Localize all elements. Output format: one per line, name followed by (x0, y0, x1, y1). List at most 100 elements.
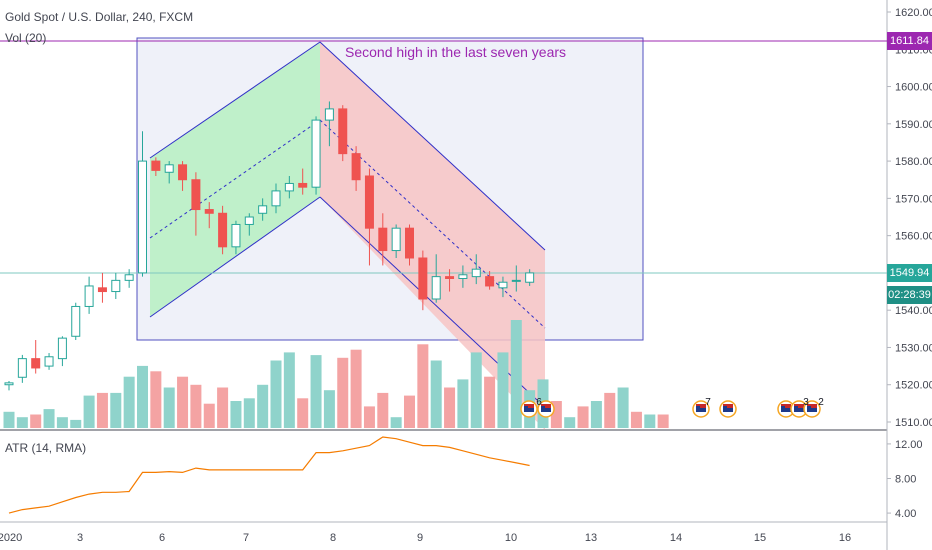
time-axis-label: 6 (159, 532, 165, 544)
event-count-label: 2 (818, 397, 824, 408)
candle-body (138, 160, 147, 274)
candle-body (111, 279, 121, 293)
volume-bar (177, 376, 189, 428)
time-axis-label: 7 (243, 532, 249, 544)
candle-body (218, 212, 228, 248)
volume-bar (190, 384, 202, 428)
volume-bar (550, 401, 562, 428)
volume-bar (630, 411, 642, 428)
volume-bar (217, 387, 229, 428)
candle-body (4, 382, 14, 386)
candle-body (84, 285, 94, 307)
volume-bar (323, 390, 335, 428)
volume-bar (150, 371, 162, 428)
us-flag-event-icon[interactable] (803, 400, 821, 418)
candle-body (471, 268, 481, 278)
price-axis-label: 1520.00 (895, 380, 932, 392)
candle-body (431, 276, 441, 300)
volume-bar (444, 387, 456, 428)
candle-body (244, 216, 254, 225)
candle-body (351, 153, 361, 181)
candle-body (498, 281, 508, 289)
current-price-tag: 1549.94 (887, 264, 932, 282)
candle-body (525, 272, 535, 283)
candle-body (31, 358, 41, 369)
ascending-channel-bottom-line (149, 196, 321, 318)
annotation-text[interactable]: Second high in the last seven years (345, 44, 566, 60)
volume-bar (577, 406, 589, 428)
ascending-channel-mid-line (149, 119, 321, 239)
candle-body (324, 108, 334, 121)
candle-body (71, 305, 81, 337)
candle-body (338, 108, 348, 155)
volume-bar (123, 376, 135, 428)
time-axis-label: 10 (505, 532, 517, 544)
volume-bar (110, 392, 122, 428)
volume-bar (257, 384, 269, 428)
bar-countdown-tag: 02:28:39 (887, 286, 932, 304)
time-axis[interactable]: 2020 3 6 7 8 9 10 13 14 15 16 (0, 532, 851, 544)
candle-body (284, 182, 294, 192)
candle-body (391, 227, 401, 252)
volume-bar (430, 360, 442, 428)
volume-bar (56, 417, 68, 428)
us-flag-event-icon[interactable] (719, 400, 737, 418)
high-price-tag: 1611.84 (887, 32, 932, 50)
event-count-label: 3 (803, 397, 809, 408)
price-axis-label: 1510.00 (895, 417, 932, 429)
price-axis[interactable]: 1620.001610.001600.001590.001580.001570.… (887, 7, 932, 429)
time-axis-label: 3 (77, 532, 83, 544)
us-flag-event-icon[interactable] (537, 400, 555, 418)
volume-bar (404, 395, 415, 428)
candle-body (364, 175, 374, 229)
volume-label[interactable]: Vol (20) (5, 31, 47, 45)
candle-body (17, 358, 27, 378)
volume-bar (617, 387, 629, 428)
volume-bar (644, 414, 656, 428)
volume-bar (363, 406, 375, 428)
us-flag-event-icon[interactable] (692, 400, 710, 418)
candle-body (271, 190, 281, 207)
volume-bar (350, 349, 362, 428)
volume-bar (337, 357, 349, 428)
candle-body (511, 279, 521, 282)
candle-body (151, 160, 161, 171)
volume-bar (70, 419, 82, 428)
candle-body (164, 164, 174, 173)
symbol-title[interactable]: Gold Spot / U.S. Dollar, 240, FXCM (5, 10, 194, 24)
atr-axis-label: 4.00 (895, 508, 916, 520)
candle-body (418, 257, 428, 300)
atr-axis[interactable]: 12.00 8.00 4.00 (887, 439, 923, 520)
volume-bar (30, 414, 42, 428)
candle-body (311, 119, 321, 188)
price-axis-label: 1570.00 (895, 193, 932, 205)
time-axis-label: 16 (839, 532, 851, 544)
volume-bar (243, 398, 255, 428)
us-flag-event-icon[interactable] (520, 400, 538, 418)
volume-bar (417, 344, 429, 428)
candle-body (204, 209, 214, 214)
atr-series-line (8, 436, 530, 514)
us-flag-event-icon[interactable] (777, 400, 795, 418)
time-axis-label: 9 (417, 532, 423, 544)
volume-bar (283, 352, 295, 428)
volume-bar (96, 392, 108, 428)
candle-body (378, 227, 388, 252)
volume-bar (16, 417, 28, 428)
volume-bar (510, 320, 522, 428)
volume-bar (270, 360, 282, 428)
volume-bar (3, 411, 15, 428)
atr-line (8, 436, 530, 514)
volume-bar (83, 395, 95, 428)
price-axis-label: 1580.00 (895, 156, 932, 168)
price-axis-label: 1600.00 (895, 82, 932, 94)
atr-label[interactable]: ATR (14, RMA) (5, 441, 87, 455)
time-axis-label: 8 (330, 532, 336, 544)
price-axis-label: 1530.00 (895, 342, 932, 354)
volume-bar (203, 403, 215, 428)
volume-bar (590, 401, 602, 428)
descending-channel[interactable] (320, 42, 545, 430)
volume-bar (163, 387, 175, 428)
